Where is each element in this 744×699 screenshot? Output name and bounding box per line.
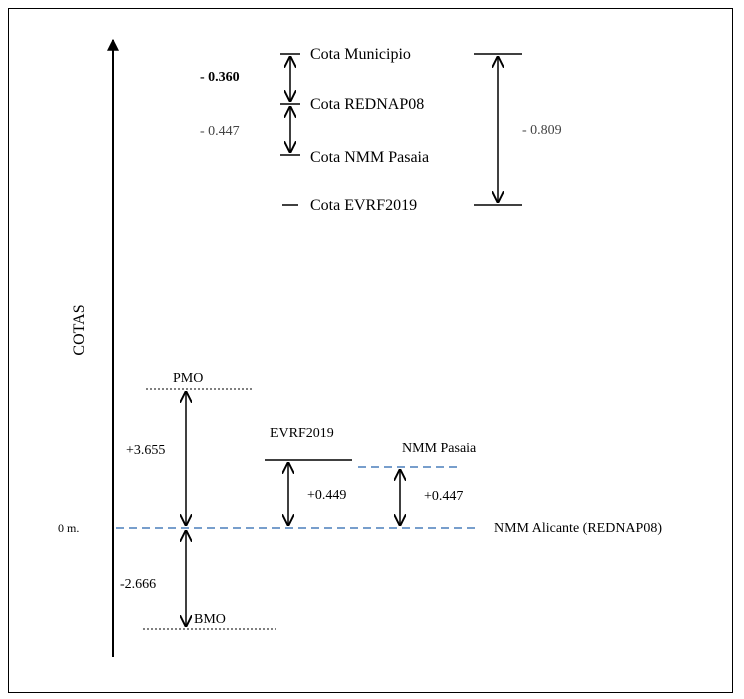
municipio-rednap-diff: - 0.360 [200, 70, 240, 85]
cota-municipio-label: Cota Municipio [310, 46, 411, 63]
evrf2019-label: EVRF2019 [270, 426, 334, 441]
cota-nmm-pasaia-label: Cota NMM Pasaia [310, 149, 429, 166]
diagram-frame [8, 8, 733, 693]
zero-label: 0 m. [58, 521, 79, 535]
nmm-pasaia-diff: +0.447 [424, 489, 463, 504]
evrf2019-diff: +0.449 [307, 488, 346, 503]
pmo-label: PMO [173, 371, 203, 386]
municipio-evrf-diff: - 0.809 [522, 123, 562, 138]
nmm-pasaia-label: NMM Pasaia [402, 441, 477, 456]
cota-rednap08-label: Cota REDNAP08 [310, 96, 424, 113]
rednap-pasaia-diff: - 0.447 [200, 124, 240, 139]
pmo-diff: +3.655 [126, 443, 165, 458]
bmo-label: BMO [194, 612, 226, 627]
bmo-diff: -2.666 [120, 577, 156, 592]
nmm-alicante-label: NMM Alicante (REDNAP08) [494, 521, 662, 536]
cota-evrf2019-label: Cota EVRF2019 [310, 197, 417, 214]
cotas-axis-label: COTAS [71, 304, 88, 355]
